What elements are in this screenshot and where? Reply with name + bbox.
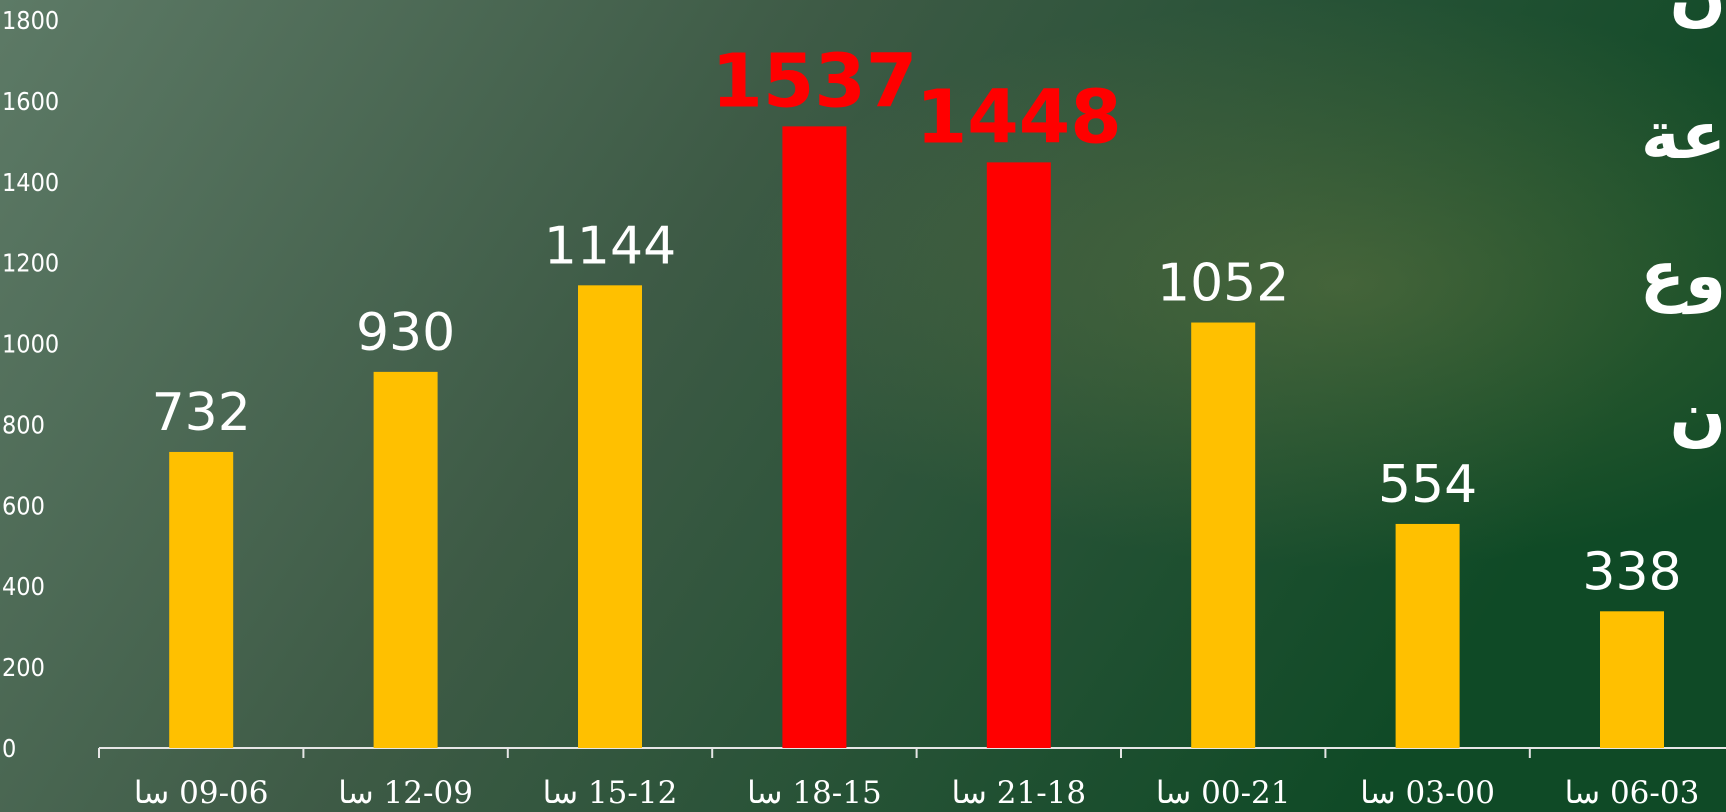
bar bbox=[373, 371, 438, 748]
y-tick-label: 1600 bbox=[2, 87, 59, 116]
x-tick-label: 21-18 سا bbox=[951, 775, 1086, 811]
value-label: 554 bbox=[1378, 455, 1477, 515]
bar bbox=[1600, 611, 1664, 748]
bar bbox=[578, 285, 642, 748]
x-tick-label: 00-21 سا bbox=[1156, 775, 1291, 811]
y-tick-label: 0 bbox=[2, 734, 16, 763]
x-tick-label: 03-00 سا bbox=[1360, 775, 1495, 811]
bar bbox=[782, 126, 847, 748]
value-label: 1537 bbox=[711, 38, 917, 124]
value-label: 1144 bbox=[544, 216, 676, 276]
value-label: 930 bbox=[356, 303, 455, 363]
value-label: 732 bbox=[152, 383, 251, 443]
side-text: وع bbox=[1640, 237, 1726, 315]
y-tick-label: 400 bbox=[2, 572, 45, 601]
bar bbox=[1191, 322, 1256, 748]
value-label: 338 bbox=[1582, 542, 1681, 602]
y-tick-label: 1200 bbox=[2, 249, 59, 278]
y-tick-label: 1800 bbox=[2, 6, 59, 35]
y-tick-label: 1400 bbox=[2, 168, 59, 197]
side-text: عة bbox=[1641, 97, 1726, 174]
y-tick-label: 600 bbox=[2, 491, 45, 520]
y-tick-label: 800 bbox=[2, 410, 45, 439]
x-tick-label: 09-06 سا bbox=[134, 775, 269, 811]
bar bbox=[169, 451, 234, 748]
y-tick-label: 200 bbox=[2, 653, 45, 682]
bar bbox=[1395, 523, 1460, 748]
side-text: ن bbox=[1670, 377, 1726, 454]
y-tick-label: 1000 bbox=[2, 330, 59, 359]
bar bbox=[986, 162, 1051, 748]
value-label: 1448 bbox=[916, 74, 1122, 160]
x-tick-label: 06-03 سا bbox=[1565, 775, 1700, 811]
x-tick-label: 12-09 سا bbox=[338, 775, 473, 811]
x-tick-label: 15-12 سا bbox=[543, 775, 678, 811]
side-text: ن bbox=[1670, 0, 1726, 34]
x-tick-label: 18-15 سا bbox=[747, 775, 882, 811]
value-label: 1052 bbox=[1157, 254, 1289, 314]
